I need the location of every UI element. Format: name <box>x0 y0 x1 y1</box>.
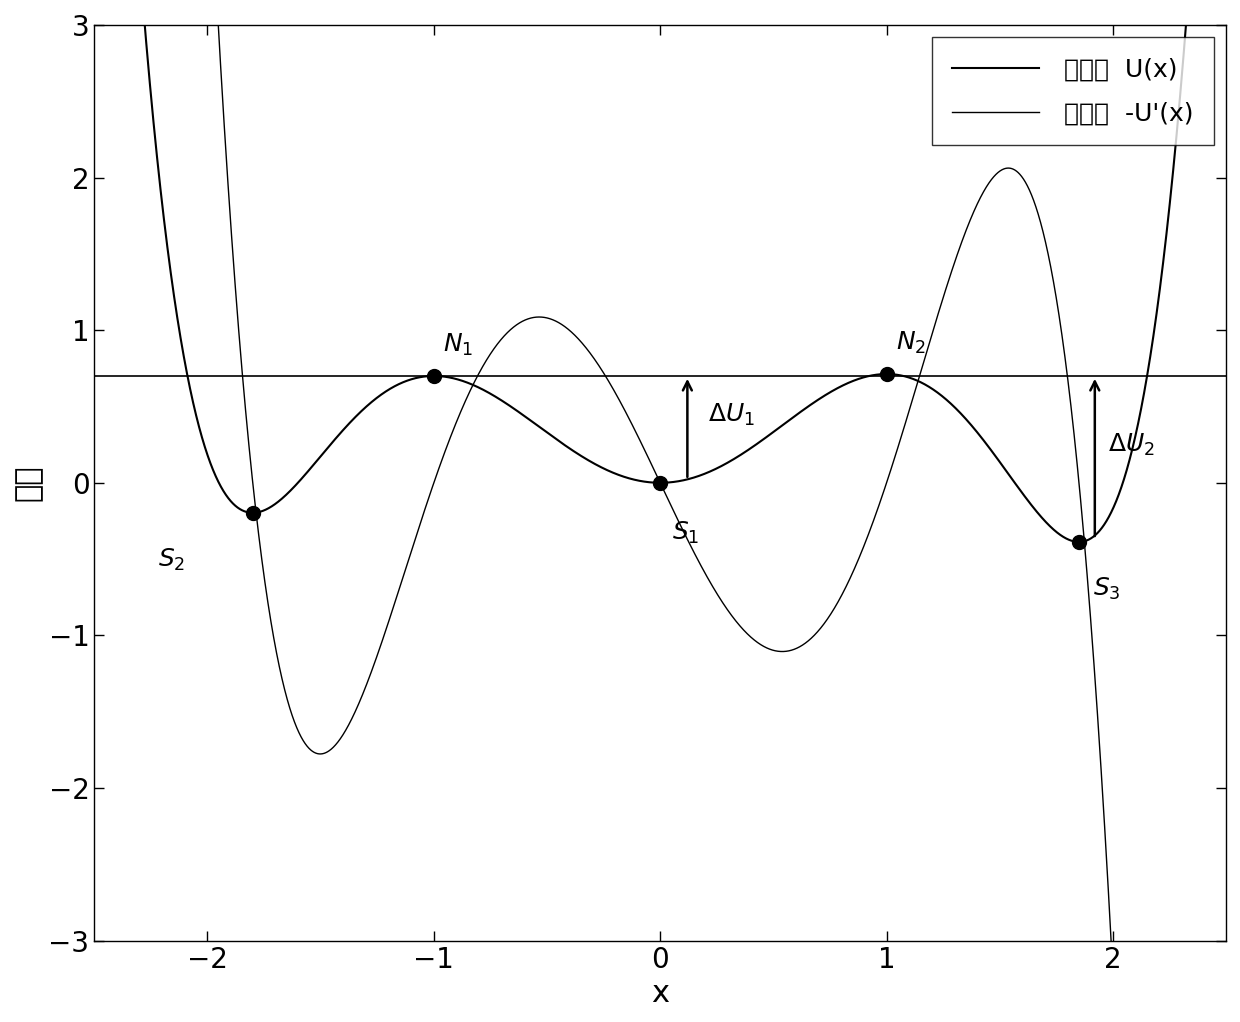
Text: $\Delta U_1$: $\Delta U_1$ <box>708 402 755 428</box>
Text: $N_1$: $N_1$ <box>443 331 474 358</box>
Text: $S_3$: $S_3$ <box>1092 575 1120 602</box>
X-axis label: x: x <box>651 979 670 1008</box>
Text: $N_2$: $N_2$ <box>895 329 926 356</box>
Y-axis label: 幅値: 幅値 <box>14 465 43 501</box>
Text: $S_1$: $S_1$ <box>672 519 699 546</box>
Text: $\Delta U_2$: $\Delta U_2$ <box>1109 431 1156 458</box>
Text: $S_2$: $S_2$ <box>157 547 185 572</box>
Legend: 势函数  U(x), 势阱力  -U'(x): 势函数 U(x), 势阱力 -U'(x) <box>931 38 1214 145</box>
